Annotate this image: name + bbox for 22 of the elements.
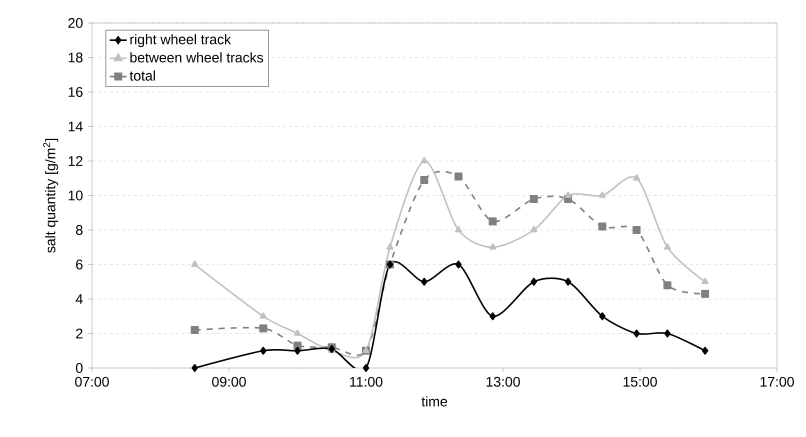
y-tick-label: 14 xyxy=(68,122,83,132)
x-tick-label: 11:00 xyxy=(350,376,382,387)
y-tick-label: 6 xyxy=(76,260,83,270)
y-tick-label: 4 xyxy=(76,294,83,304)
y-tick-label: 10 xyxy=(68,190,83,200)
y-tick-label: 12 xyxy=(68,156,82,166)
x-tick-label: 15:00 xyxy=(624,376,657,387)
x-tick-label: 13:00 xyxy=(486,376,520,387)
legend-label: total xyxy=(130,70,155,81)
legend-label: right wheel track xyxy=(130,34,232,48)
y-tick-label: 2 xyxy=(76,328,82,338)
y-tick-label: 20 xyxy=(68,18,83,28)
legend-label: between wheel tracks xyxy=(130,52,264,63)
y-tick-label: 8 xyxy=(76,225,83,235)
y-tick-label: 16 xyxy=(68,87,83,97)
y-axis-title: salt quantity [g/m$^{2}$] xyxy=(43,138,58,253)
x-axis-title: time xyxy=(422,396,448,406)
x-tick-label: 09:00 xyxy=(212,376,246,387)
y-tick-label: 18 xyxy=(68,52,83,62)
x-tick-label: 17:00 xyxy=(760,376,794,387)
x-tick-label: 07:00 xyxy=(75,376,109,387)
y-tick-label: 0 xyxy=(76,363,83,373)
